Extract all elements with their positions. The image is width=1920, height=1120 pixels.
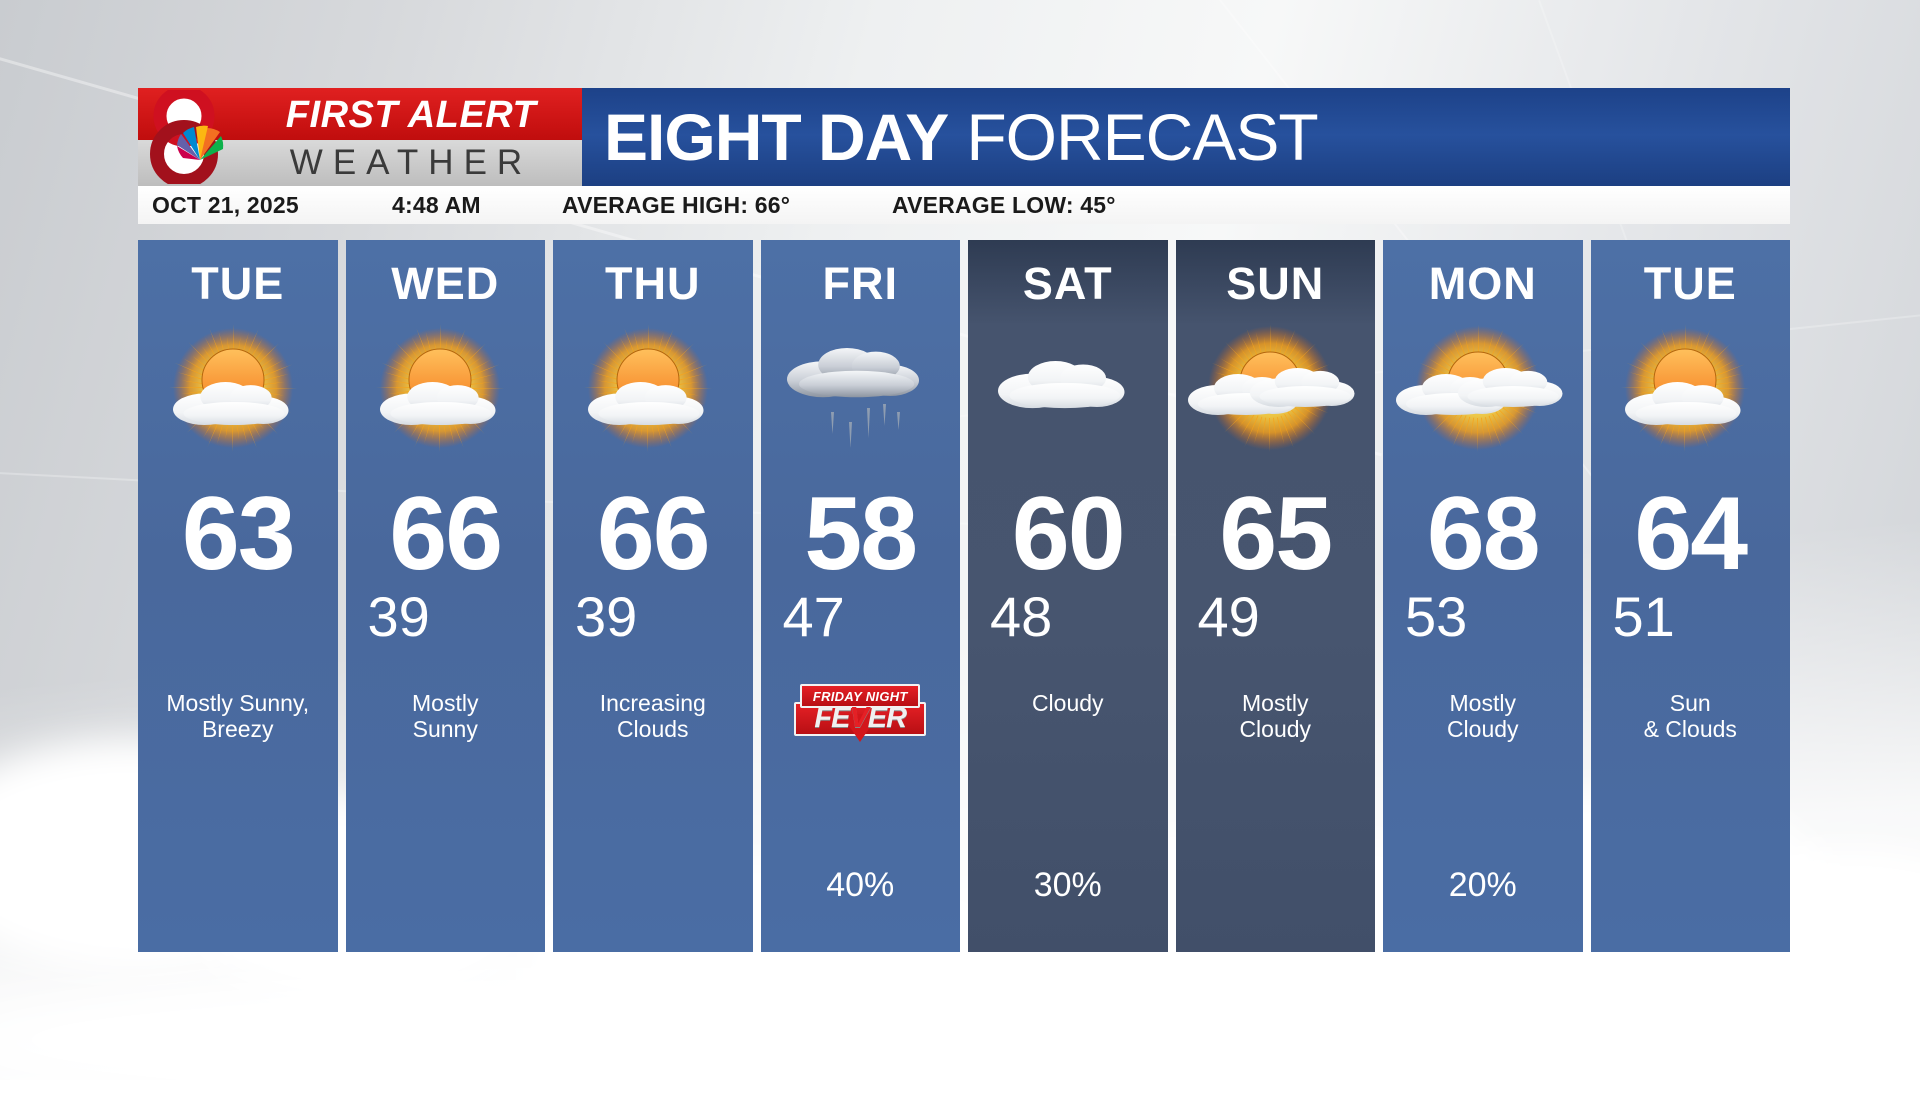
station-logo-block: FIRST ALERT WEATHER — [138, 88, 582, 186]
background-cloud — [0, 960, 1920, 1120]
low-temperature: 39 — [368, 588, 430, 646]
sun-behind-clouds-icon — [1176, 316, 1376, 466]
high-temperature: 63 — [182, 482, 294, 586]
sun-behind-cloud-icon — [138, 316, 338, 466]
condition-label: Sun & Clouds — [1636, 690, 1745, 744]
low-temperature: 53 — [1405, 588, 1467, 646]
cloud-icon — [968, 316, 1168, 466]
sun-behind-cloud-icon — [346, 316, 546, 466]
day-name-label: MON — [1429, 258, 1537, 310]
condition-label: Cloudy — [1024, 690, 1112, 744]
day-name-label: SUN — [1226, 258, 1324, 310]
sun-behind-clouds-icon — [1383, 316, 1583, 466]
sun-behind-cloud-icon — [1591, 316, 1791, 466]
low-temperature: 47 — [783, 588, 845, 646]
low-temperature: 51 — [1613, 588, 1675, 646]
average-low-label: AVERAGE LOW: 45° — [892, 192, 1222, 219]
fnf-line2-b: ER — [868, 702, 906, 734]
fnf-line2: FEVER — [794, 702, 926, 736]
fnf-line2-v: V — [849, 702, 867, 734]
sun-behind-cloud-icon — [553, 316, 753, 466]
day-name-label: SAT — [1023, 258, 1113, 310]
first-alert-text: FIRST ALERT — [246, 91, 576, 139]
precipitation-chance: 40% — [761, 866, 961, 904]
high-temperature: 66 — [389, 482, 501, 586]
page-title-bold: EIGHT DAY — [604, 101, 948, 173]
high-temperature: 65 — [1219, 482, 1331, 586]
info-bar: OCT 21, 2025 4:48 AM AVERAGE HIGH: 66° A… — [138, 186, 1790, 224]
condition-label: Increasing Clouds — [592, 690, 714, 744]
high-temperature: 66 — [597, 482, 709, 586]
condition-label: Mostly Cloudy — [1231, 690, 1319, 744]
forecast-header: FIRST ALERT WEATHER EIGHT DAY FORECAST — [138, 88, 1790, 186]
date-label: OCT 21, 2025 — [152, 192, 392, 219]
rain-cloud-icon — [761, 316, 961, 466]
time-label: 4:48 AM — [392, 192, 562, 219]
day-name-label: THU — [605, 258, 700, 310]
nbc-peacock-8-logo — [144, 90, 254, 184]
high-temperature: 68 — [1427, 482, 1539, 586]
forecast-title-bar: EIGHT DAY FORECAST — [582, 88, 1790, 186]
high-temperature: 60 — [1012, 482, 1124, 586]
eight-day-forecast-grid: TUE 63--Mostly Sunny, Breezy WED — [138, 240, 1790, 952]
condition-label: Mostly Sunny, Breezy — [158, 690, 317, 744]
condition-label: Mostly Sunny — [404, 690, 486, 744]
precipitation-chance: 30% — [968, 866, 1168, 904]
day-name-label: TUE — [1644, 258, 1737, 310]
day-name-label: WED — [391, 258, 499, 310]
precipitation-chance: 20% — [1383, 866, 1583, 904]
page-title-light: FORECAST — [966, 101, 1317, 173]
condition-label: Mostly Cloudy — [1439, 690, 1527, 744]
day-name-label: FRI — [823, 258, 899, 310]
forecast-day-column[interactable]: SUN 6 — [1176, 240, 1376, 952]
high-temperature: 64 — [1634, 482, 1746, 586]
fnf-line2-a: FE — [814, 702, 849, 734]
low-temperature: 48 — [990, 588, 1052, 646]
weather-text: WEATHER — [246, 140, 576, 186]
day-name-label: TUE — [191, 258, 284, 310]
low-temperature: 39 — [575, 588, 637, 646]
average-high-label: AVERAGE HIGH: 66° — [562, 192, 892, 219]
forecast-day-column[interactable]: TUE 63--Mostly Sunny, Breezy — [138, 240, 338, 952]
high-temperature: 58 — [804, 482, 916, 586]
forecast-day-column[interactable]: MON 6 — [1383, 240, 1583, 952]
low-temperature: 49 — [1198, 588, 1260, 646]
